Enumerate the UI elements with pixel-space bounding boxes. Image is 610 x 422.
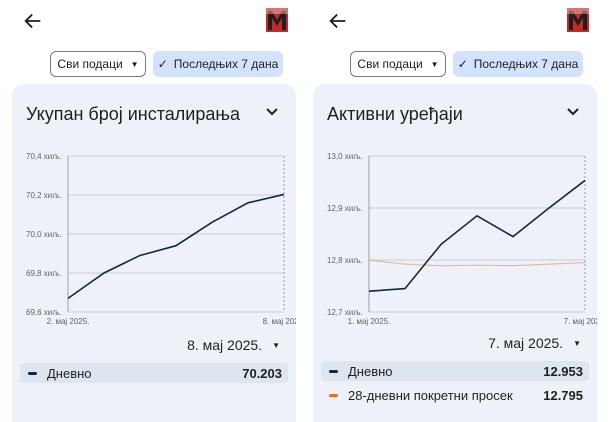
caret-down-icon: ▼ [430,59,439,69]
filter-last-7-days-chip[interactable]: ✓ Последњих 7 дана [453,51,583,77]
card-title: Активни уређаји [327,104,463,124]
selected-date: 8. мај 2025. [187,337,263,353]
legend-swatch [28,371,37,375]
y-tick-label: 70,4 хиљ. [26,152,62,161]
filter-week-label: Последњих 7 дана [473,57,579,71]
x-tick-label: 1. мај 2025. [348,317,391,326]
x-tick-label: 8. мај 2025. [263,317,296,326]
legend-value: 12.795 [543,387,583,403]
series-line [368,259,586,267]
check-icon: ✓ [157,57,168,71]
y-tick-label: 70,2 хиљ. [26,191,62,200]
filter-all-label: Сви подаци [357,57,423,71]
y-tick-label: 69,6 хиљ. [26,308,62,317]
y-tick-label: 13,0 хиљ. [327,152,363,161]
legend-label: 28-дневни покретни просек [348,387,513,403]
selected-date: 7. мај 2025. [488,335,564,351]
arrow-left-icon[interactable] [22,10,44,32]
app-logo-m [266,8,288,32]
x-tick-label: 2. мај 2025. [47,317,90,326]
right-panel: Сви подаци ▼ ✓ Последњих 7 дана Активни … [305,0,605,422]
filter-all-data-chip[interactable]: Сви подаци ▼ [350,51,446,77]
y-tick-label: 70,0 хиљ. [26,230,62,239]
caret-down-icon: ▼ [272,340,280,350]
legend-value: 70.203 [242,365,282,381]
total-installs-chart: 70,4 хиљ. 70,2 хиљ. 70,0 хиљ. 69,8 хиљ. 69,6… [26,152,296,326]
series-line [67,193,285,300]
caret-down-icon: ▼ [573,338,581,348]
date-selector[interactable]: 8. мај 2025. ▼ [187,337,280,353]
total-installs-card: Укупан број инсталирања 70,4 хиљ. 70,2 хи… [12,84,296,422]
active-devices-card: Активни уређаји 13,0 хиљ. 12,9 хиљ. 12,8 х… [313,84,597,422]
card-title: Укупан број инсталирања [26,104,240,124]
active-devices-chart: 13,0 хиљ. 12,9 хиљ. 12,8 хиљ. 12,7 хиљ.1. м… [327,152,597,326]
filter-all-label: Сви подаци [57,57,123,71]
app-logo-m [567,8,589,32]
legend-swatch [329,369,338,373]
caret-down-icon: ▼ [130,59,139,69]
check-icon: ✓ [457,57,468,71]
y-tick-label: 12,7 хиљ. [327,308,363,317]
chevron-down-icon[interactable] [565,104,581,120]
legend-swatch [329,393,338,397]
arrow-left-icon[interactable] [327,10,349,32]
y-tick-label: 12,8 хиљ. [327,256,363,265]
series-line [368,179,586,292]
filter-all-data-chip[interactable]: Сви подаци ▼ [50,51,146,77]
legend-row-daily: Дневно 12.953 [321,361,589,381]
legend-label: Дневно [47,365,92,381]
legend-row-moving-average: 28-дневни покретни просек 12.795 [321,385,589,405]
y-tick-label: 12,9 хиљ. [327,204,363,213]
x-tick-label: 7. мај 2025. [564,317,597,326]
chevron-down-icon[interactable] [264,104,280,120]
y-tick-label: 69,8 хиљ. [26,269,62,278]
legend-row-daily: Дневно 70.203 [20,363,288,383]
date-selector[interactable]: 7. мај 2025. ▼ [488,335,581,351]
filter-week-label: Последњих 7 дана [173,57,279,71]
legend-label: Дневно [348,363,393,379]
filter-last-7-days-chip[interactable]: ✓ Последњих 7 дана [153,51,283,77]
legend-value: 12.953 [543,363,583,379]
left-panel: Сви подаци ▼ ✓ Последњих 7 дана Укупан б… [0,0,300,422]
